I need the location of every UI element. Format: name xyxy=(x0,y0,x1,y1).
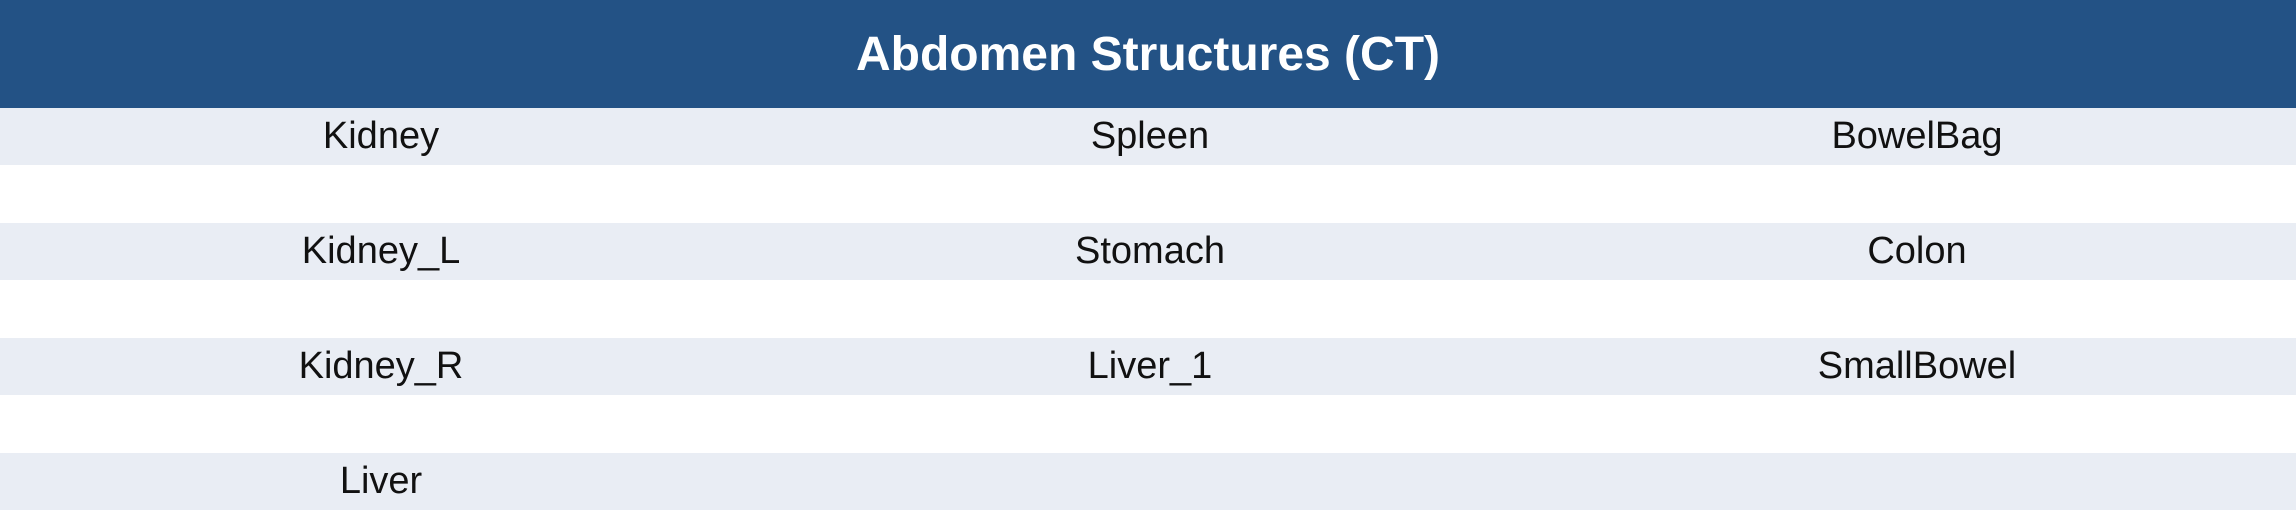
table-title: Abdomen Structures (CT) xyxy=(855,27,1440,81)
row-spacer xyxy=(0,280,2296,338)
table-cell: Spleen xyxy=(1090,115,1210,157)
table-cell: Kidney_R xyxy=(298,345,464,387)
table-cell: Stomach xyxy=(1075,230,1225,272)
table-cell: Liver_1 xyxy=(1087,345,1213,387)
table-header: Abdomen Structures (CT) xyxy=(0,0,2296,108)
table-cell: Liver xyxy=(339,460,423,502)
table-row: Kidney Spleen BowelBag xyxy=(0,108,2296,165)
table-cell: BowelBag xyxy=(1831,115,2003,157)
table-cell: Kidney_L xyxy=(301,230,461,272)
table-cell: Colon xyxy=(1867,230,1967,272)
row-spacer xyxy=(0,395,2296,453)
table-row: Kidney_L Stomach Colon xyxy=(0,223,2296,280)
table-row: Liver xyxy=(0,453,2296,510)
table-cell: SmallBowel xyxy=(1817,345,2017,387)
row-spacer xyxy=(0,165,2296,223)
table-row: Kidney_R Liver_1 SmallBowel xyxy=(0,338,2296,395)
table-cell: Kidney xyxy=(322,115,440,157)
